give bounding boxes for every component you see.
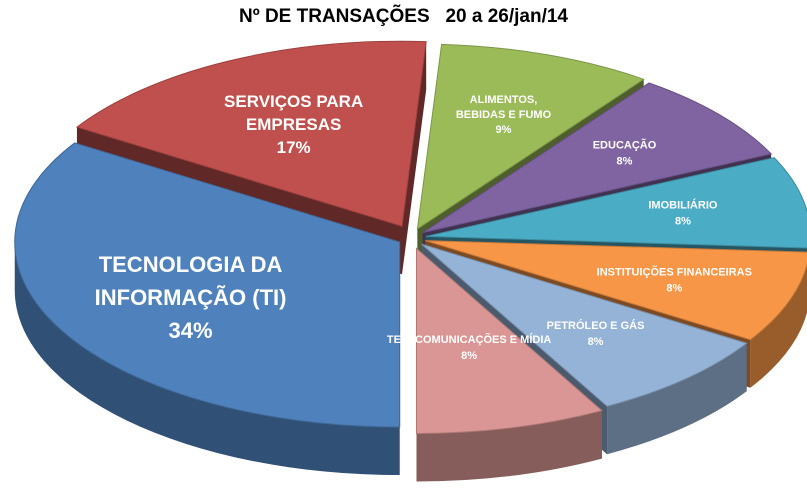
slice-category-label: EMPRESAS [246, 115, 341, 134]
slice-percent-label: 17% [277, 138, 311, 157]
pie-slice [422, 82, 773, 234]
slice-percent-label: 8% [588, 336, 604, 348]
pie-slice [415, 247, 603, 434]
slice-category-label: BEBIDAS E FUMO [456, 109, 552, 121]
pie-slice [421, 243, 748, 407]
pie-top-layer [14, 40, 807, 434]
slice-category-label: PETRÓLEO E GÁS [547, 319, 645, 332]
pie-slice [425, 157, 807, 249]
slice-side [14, 242, 400, 476]
slice-category-label: ALIMENTOS, [470, 94, 538, 106]
pie-slice [14, 142, 401, 428]
pie-label-layer: TECNOLOGIA DA INFORMAÇÃO (TI) 34% SERVIÇOS … [95, 92, 752, 362]
slice-wall [402, 41, 427, 275]
slice-percent-label: 8% [617, 155, 633, 167]
slice-category-label: INSTITUIÇÕES FINANCEIRAS [597, 265, 752, 278]
slice-percent-label: 8% [666, 282, 682, 294]
slice-category-label: TELECOMUNICAÇÕES E MÍDIA [387, 333, 551, 346]
slice-category-label: TECNOLOGIA DA [99, 252, 283, 277]
slice-percent-label: 8% [461, 350, 477, 362]
slice-category-label: INFORMAÇÃO (TI) [95, 285, 287, 310]
slice-side [607, 343, 747, 455]
slice-percent-label: 34% [169, 318, 213, 343]
slice-side [416, 410, 602, 482]
slice-category-label: IMOBILIÁRIO [648, 199, 717, 212]
slice-percent-label: 9% [496, 124, 512, 136]
chart-title: Nº DE TRANSAÇÕES 20 a 26/jan/14 [239, 6, 568, 27]
slice-side [750, 264, 807, 388]
pie-slice [75, 40, 427, 227]
slice-category-label: EDUCAÇÃO [593, 138, 657, 151]
slice-percent-label: 8% [675, 216, 691, 228]
slice-category-label: SERVIÇOS PARA [224, 92, 363, 111]
pie-slice [416, 43, 645, 230]
pie-slice [425, 240, 807, 341]
